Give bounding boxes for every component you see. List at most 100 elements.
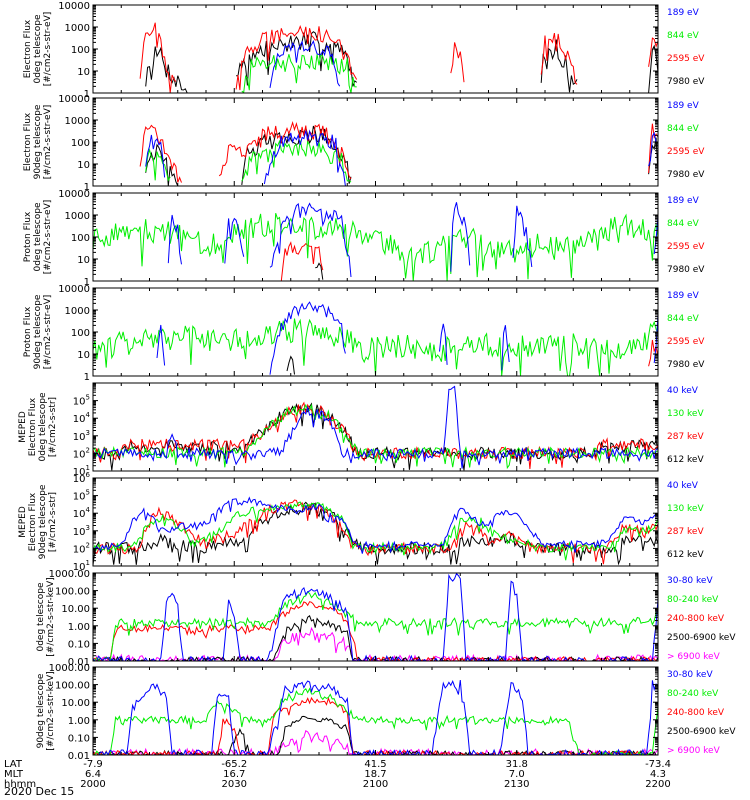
panel-5: 101 102 103 104 105 MEPED Electron Flux 0deg te… [18,382,704,478]
legend-entry: 612 keV [667,550,704,560]
x-tick-label: 2000 [80,779,105,790]
y-tick-label: 0.01 [68,751,90,762]
y-axis-label: [#/cm2-s-str-eV] [43,295,53,370]
y-axis-label: Electron Flux [23,19,33,78]
series-line-5 [93,573,658,661]
x-tick-label: 2030 [222,779,247,790]
series-line-3 [241,53,357,93]
legend-entry: 844 eV [667,31,700,41]
y-axis-label: [#/cm2-s-str-eV] [43,200,53,275]
series-line-1 [93,402,658,471]
y-tick-label: 1000 [65,23,90,34]
y-tick-label: 104 [73,411,91,425]
panel-1: 1 10 100 1000 10000 Electron Flux 0deg telesco… [23,1,705,100]
y-axis-label: [#/cm2-s-str-eV] [43,105,53,180]
y-tick-label: 10 [77,350,90,361]
y-tick-label: 104 [73,506,91,520]
series-line-3 [93,601,658,661]
series-line-3 [93,318,658,376]
x-tick-label: -65.2 [221,759,247,770]
y-axis-label: 0deg telescope [36,582,46,652]
legend-entry: 612 keV [667,455,704,465]
series-line-3 [93,213,658,281]
legend-entry: 130 keV [667,409,704,419]
y-tick-label: 100 [71,45,90,56]
plot-frame [92,287,659,377]
y-tick-label: 1000 [65,306,90,317]
legend-entry: 240-800 keV [667,614,725,624]
y-tick-label: 10000 [58,1,90,12]
series-line-1 [93,730,658,755]
y-tick-label: 1000.00 [49,663,90,674]
legend-entry: 844 eV [667,124,700,134]
y-axis-label: [#/cm2-s-str-keV] [46,671,56,750]
x-axis-date: 2020 Dec 15 [4,785,75,798]
legend-entry: 40 keV [667,386,699,396]
legend-entry: 80-240 keV [667,595,719,605]
y-axis-label: 90deg telescope [33,294,43,369]
x-tick-label: 18.7 [364,769,386,780]
legend-entry: 2595 eV [667,147,705,157]
legend-entry: 30-80 keV [667,576,713,586]
legend-entry: 7980 eV [667,360,705,370]
panel-4: 1 10 100 1000 10000 Proton Flux 90deg telescop… [23,284,705,383]
plot-frame [92,666,659,756]
series-line-2 [648,339,658,367]
y-tick-label: 1 [84,182,90,193]
legend-entry: > 6900 keV [667,746,721,756]
y-axis-label: [#/cm2-s-str-keV] [46,577,56,656]
legend-entry: 189 eV [667,291,700,301]
series-line-1 [145,125,658,186]
legend-entry: 287 keV [667,432,704,442]
legend-entry: 7980 eV [667,265,705,275]
y-axis-label: 0deg telescope [38,392,48,462]
y-tick-label: 100 [71,138,90,149]
legend: 30-80 keV 80-240 keV 240-800 keV 2500-6900 … [667,576,736,662]
legend-entry: 844 eV [667,219,700,229]
y-tick-label: 1 [84,372,90,383]
x-tick-label: 6.4 [85,769,101,780]
y-tick-label: 1000 [65,116,90,127]
legend-entry: 844 eV [667,314,700,324]
y-tick-label: 100.00 [55,587,90,598]
legend: 30-80 keV 80-240 keV 240-800 keV 2500-6900 … [667,670,736,756]
y-tick-label: 10000 [58,284,90,295]
panel-2: 1 10 100 1000 10000 Electron Flux 90deg telesc… [23,94,705,193]
y-tick-label: 0.10 [68,639,90,650]
y-tick-label: 105 [73,489,90,503]
y-tick-label: 0.01 [68,657,90,668]
x-tick-label: 7.0 [509,769,525,780]
legend: 40 keV 130 keV 287 keV 612 keV [667,481,704,560]
series-line-3 [145,139,352,183]
series-line-4 [93,496,658,554]
legend-entry: 2595 eV [667,242,705,252]
y-axis-label: 90deg telescope [38,484,48,559]
plot-frame [92,97,659,187]
legend-entry: 2500-6900 keV [667,633,736,643]
series-line-3 [93,501,658,561]
x-tick-label: 2200 [645,779,670,790]
y-tick-label: 102 [73,541,90,555]
legend-entry: 287 keV [667,527,704,537]
y-axis-label: [#/cm2-s-str] [48,397,58,457]
series-line-4 [93,687,658,755]
y-tick-label: 101 [73,559,90,573]
y-tick-label: 10 [77,67,90,78]
legend-entry: 7980 eV [667,170,705,180]
series-line-1 [145,31,658,93]
y-tick-label: 103 [73,429,90,443]
y-tick-label: 105 [73,394,90,408]
legend: 189 eV 844 eV 2595 eV 7980 eV [667,291,705,370]
legend-entry: 2500-6900 keV [667,727,736,737]
x-axis-row-label: LAT [4,759,23,770]
y-tick-label: 10000 [58,189,90,200]
y-tick-label: 100 [71,328,90,339]
x-tick-label: 16.7 [223,769,245,780]
x-tick-label: 31.8 [506,759,528,770]
series-line-4 [145,129,658,186]
y-tick-label: 106 [73,471,91,485]
series-line-1 [315,262,324,280]
